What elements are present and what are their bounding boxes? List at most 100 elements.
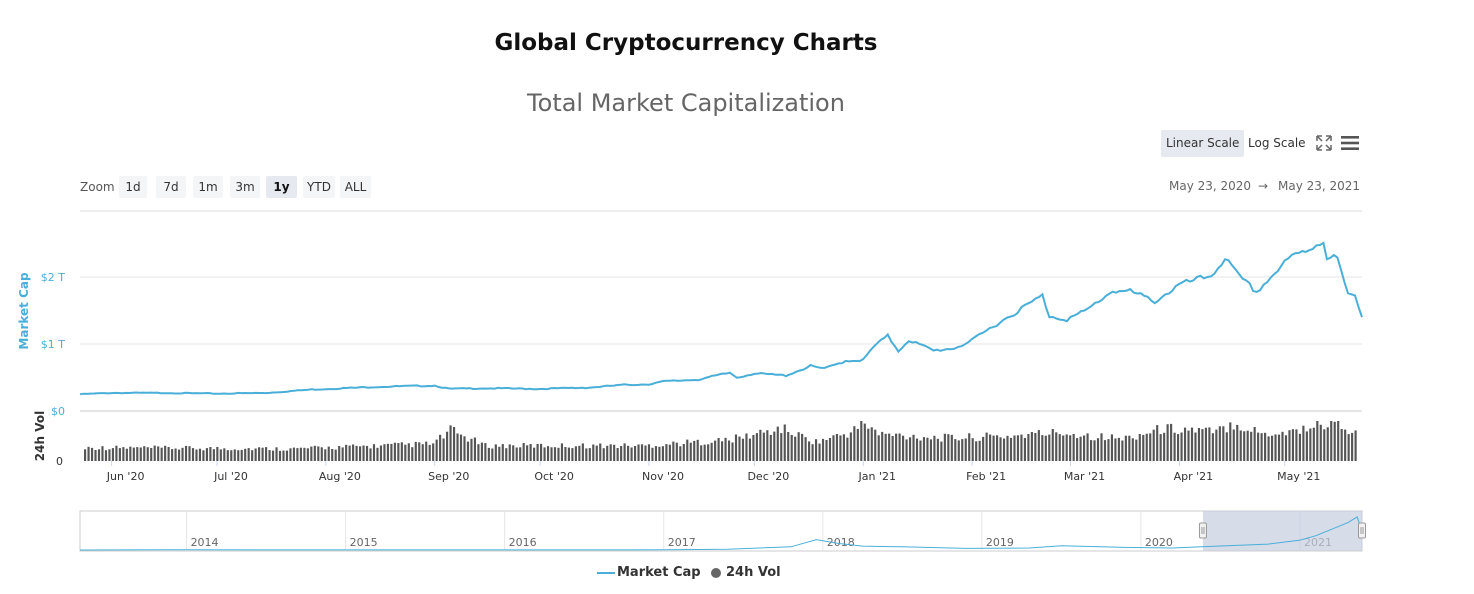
volume-bar: [933, 435, 936, 461]
volume-bar: [849, 432, 852, 461]
volume-bar: [714, 440, 717, 461]
vol-axis-label: 24h Vol: [33, 411, 47, 461]
volume-bar: [282, 450, 285, 461]
volume-bar: [1041, 435, 1044, 461]
volume-bar: [463, 436, 466, 461]
volume-bar: [1016, 435, 1020, 461]
volume-bar: [1089, 440, 1093, 461]
volume-bar: [369, 448, 372, 461]
zoom-button-1d[interactable]: 1d: [119, 176, 147, 198]
zoom-button-ytd[interactable]: YTD: [303, 176, 335, 198]
volume-bar: [926, 437, 929, 461]
volume-bar: [1284, 435, 1288, 461]
range-to[interactable]: May 23, 2021: [1278, 179, 1361, 193]
volume-bar: [97, 449, 101, 461]
volume-bar: [759, 429, 762, 461]
volume-bar: [484, 443, 487, 461]
volume-bar: [787, 432, 790, 461]
volume-bar: [606, 445, 609, 461]
volume-bar: [118, 448, 121, 461]
volume-bar: [341, 447, 344, 461]
volume-bar: [1330, 421, 1333, 461]
volume-bar: [289, 448, 292, 461]
volume-bar: [1058, 434, 1061, 461]
volume-bar: [884, 433, 887, 461]
volume-bar: [954, 439, 957, 461]
range-from[interactable]: May 23, 2020: [1169, 179, 1252, 193]
volume-bar: [1152, 429, 1155, 461]
volume-bar: [1051, 429, 1054, 461]
volume-bar: [459, 434, 463, 461]
volume-bar: [1142, 434, 1145, 461]
volume-bar: [1044, 435, 1047, 461]
volume-bar: [943, 433, 946, 461]
volume-bar: [1250, 431, 1253, 461]
volume-bar: [1298, 433, 1301, 461]
volume-bar: [198, 448, 202, 461]
volume-bar: [881, 431, 884, 461]
volume-bar: [1305, 431, 1308, 461]
volume-bar: [672, 441, 675, 461]
zoom-button-7d[interactable]: 7d: [156, 176, 186, 198]
volume-bar: [564, 447, 567, 461]
legend-24h-vol[interactable]: 24h Vol: [710, 565, 781, 580]
volume-bar: [1117, 437, 1120, 461]
zoom-button-all[interactable]: ALL: [340, 176, 371, 198]
volume-bar: [247, 448, 250, 461]
volume-bar: [968, 433, 971, 461]
volume-bar: [1236, 424, 1239, 461]
volume-bar: [122, 447, 125, 461]
volume-bar: [498, 446, 501, 461]
volume-bar: [261, 447, 264, 461]
zoom-button-1y[interactable]: 1y: [266, 176, 297, 198]
zoom-button-3m[interactable]: 3m: [230, 176, 260, 198]
volume-bar: [386, 443, 389, 461]
volume-bar: [372, 444, 376, 461]
volume-bar: [1149, 433, 1152, 461]
volume-bar: [167, 447, 170, 461]
volume-bar: [285, 450, 289, 461]
volume-bar: [794, 436, 797, 461]
volume-bar: [661, 446, 664, 461]
volume-bar: [1257, 432, 1260, 461]
linear-scale-button[interactable]: Linear Scale: [1161, 130, 1245, 157]
volume-bar: [1302, 425, 1305, 461]
log-scale-button[interactable]: Log Scale: [1248, 136, 1306, 150]
volume-bar: [808, 441, 811, 461]
volume-bar: [132, 447, 135, 461]
x-tick-label: Jul '20: [213, 470, 248, 483]
volume-bar: [1156, 425, 1159, 461]
volume-bar: [442, 438, 445, 461]
hamburger-menu-icon[interactable]: [1339, 132, 1361, 154]
volume-bar: [317, 446, 320, 461]
volume-bar: [1337, 421, 1340, 461]
volume-bar: [473, 437, 477, 461]
navigator-handle[interactable]: [1198, 522, 1207, 539]
volume-bar: [1312, 427, 1315, 461]
volume-bar: [651, 447, 654, 461]
volume-bar: [853, 426, 856, 461]
volume-bar: [1176, 434, 1180, 461]
volume-bar: [1170, 423, 1173, 461]
volume-bar: [995, 435, 999, 461]
volume-bar: [825, 440, 828, 461]
volume-bar: [971, 438, 974, 461]
zoom-button-1m[interactable]: 1m: [193, 176, 223, 198]
volume-bar: [299, 447, 302, 461]
fullscreen-icon[interactable]: [1313, 132, 1335, 154]
volume-bar: [216, 447, 219, 461]
volume-bar: [1166, 424, 1169, 461]
x-tick-label: Oct '20: [534, 470, 574, 483]
navigator-selection: [1202, 511, 1362, 551]
volume-bar: [546, 446, 550, 461]
navigator-handle[interactable]: [1358, 522, 1366, 539]
volume-bar: [780, 433, 783, 461]
volume-bar: [1204, 427, 1207, 461]
volume-bar: [1124, 435, 1127, 461]
volume-bar: [919, 440, 922, 461]
volume-bar: [466, 441, 470, 461]
volume-bar: [936, 438, 939, 461]
volume-bar: [275, 447, 278, 461]
legend-market-cap[interactable]: Market Cap: [597, 565, 701, 580]
volume-bar: [811, 444, 814, 461]
